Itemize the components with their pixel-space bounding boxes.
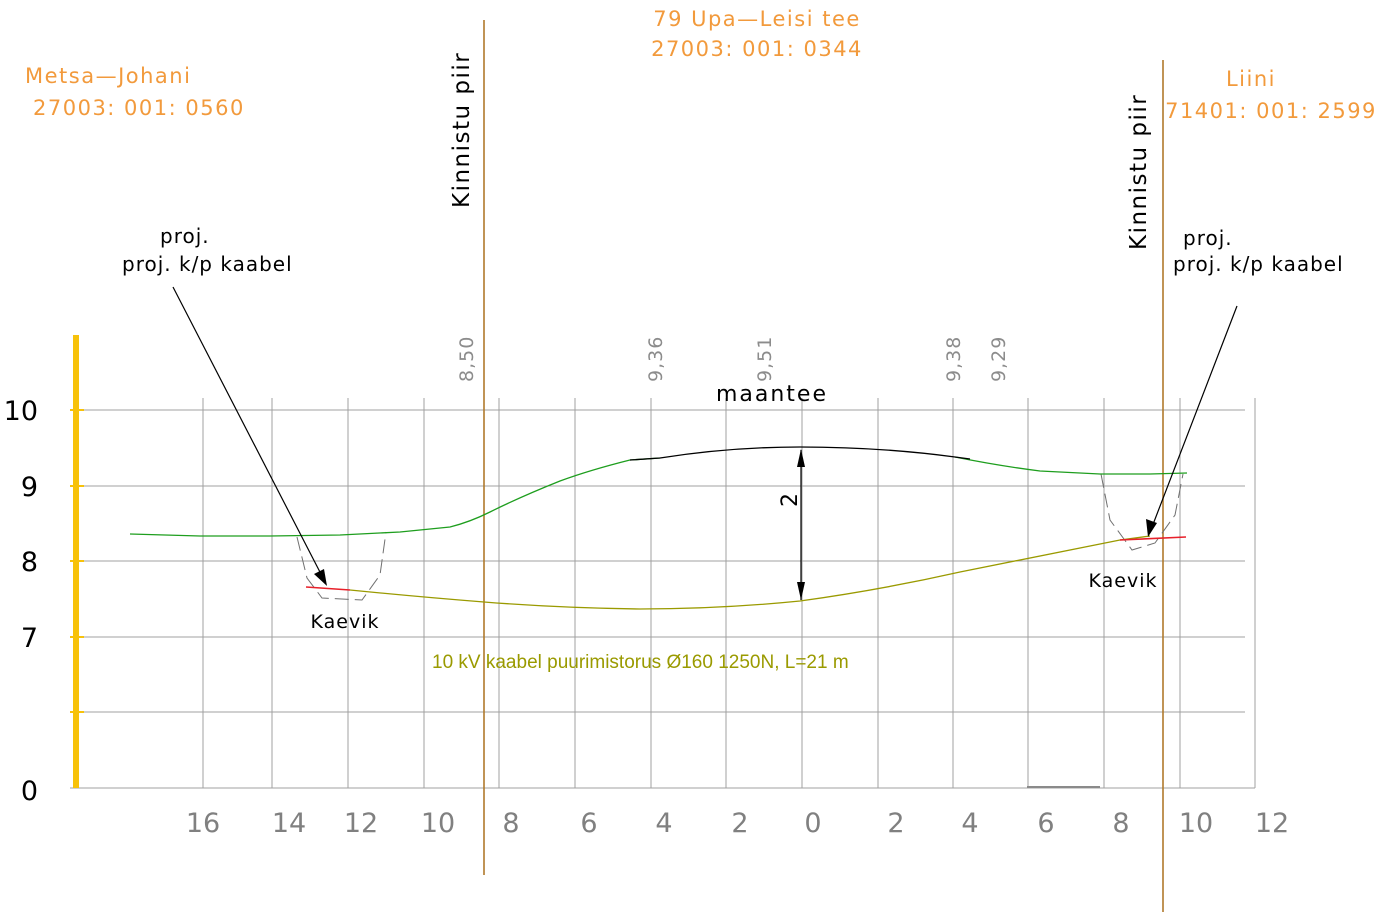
leader-arrow-left	[172, 286, 327, 586]
x-tick-label: 2	[731, 808, 748, 839]
parcel-center-code: 27003: 001: 0344	[651, 37, 863, 61]
parcel-right-name: Liini	[1226, 67, 1276, 91]
ground-profile-line	[129, 457, 661, 537]
elevation-label: 9,36	[645, 336, 667, 382]
elevation-label: 9,38	[943, 336, 965, 382]
road-label: maantee	[716, 382, 828, 407]
x-tick-label: 12	[1255, 808, 1289, 839]
x-tick-label: 16	[186, 808, 220, 839]
y-tick-label: 0	[21, 776, 38, 807]
leader-arrowhead	[314, 569, 327, 586]
x-tick-label: 10	[421, 808, 455, 839]
y-tick-label: 9	[21, 472, 38, 503]
x-tick-label: 14	[272, 808, 306, 839]
y-tick-label: 10	[4, 396, 38, 427]
y-tick-label: 8	[21, 547, 38, 578]
x-tick-label: 8	[1112, 808, 1129, 839]
y-tick-label: 7	[21, 623, 38, 654]
dimension-arrow-top	[797, 449, 805, 467]
cable-label: 10 kV kaabel puurimistorus Ø160 1250N, L…	[432, 652, 849, 673]
grid	[70, 398, 1256, 789]
parcel-left-code: 27003: 001: 0560	[33, 96, 245, 120]
leader-line	[172, 286, 323, 577]
x-tick-label: 6	[1037, 808, 1054, 839]
note-right-line1: proj.	[1183, 226, 1233, 250]
leader-arrow-right	[1146, 305, 1238, 537]
elevation-label: 9,51	[754, 336, 776, 382]
boundary-label-right: Kinnistu piir	[1126, 94, 1152, 250]
note-left-line1: proj.	[160, 224, 210, 248]
note-left-line2: proj. k/p kaabel	[122, 252, 293, 276]
x-tick-label: 2	[887, 808, 904, 839]
depth-dimension: 2	[778, 449, 805, 600]
parcel-center-name: 79 Upa—Leisi tee	[653, 7, 861, 31]
trench-right	[1100, 473, 1184, 551]
trench-left	[296, 531, 387, 601]
dimension-arrow-bottom	[797, 582, 805, 600]
x-tick-label: 10	[1179, 808, 1213, 839]
cable-end-right	[1119, 536, 1187, 541]
cable-line	[349, 535, 1151, 610]
x-tick-label: 4	[961, 808, 978, 839]
dimension-label: 2	[778, 493, 803, 507]
x-tick-label: 0	[804, 808, 821, 839]
cable-end-left	[305, 586, 351, 591]
x-tick-label: 6	[580, 808, 597, 839]
x-tick-label: 8	[502, 808, 519, 839]
note-right-line2: proj. k/p kaabel	[1173, 252, 1344, 276]
vertical-scale-bar	[70, 335, 84, 788]
x-tick-label: 12	[344, 808, 378, 839]
x-tick-label: 4	[655, 808, 672, 839]
parcel-left-name: Metsa—Johani	[25, 64, 191, 88]
leader-arrowhead	[1146, 519, 1157, 537]
ground-profile-line-right	[954, 456, 1188, 475]
road-surface-line	[629, 446, 971, 461]
elevation-label: 9,29	[988, 336, 1010, 382]
elevation-label: 8,50	[456, 336, 478, 382]
leader-line	[1151, 305, 1238, 528]
trench-label-right: Kaevik	[1089, 570, 1158, 592]
boundary-label-left: Kinnistu piir	[449, 52, 475, 208]
parcel-right-code: 71401: 001: 2599	[1165, 99, 1377, 123]
trench-label-left: Kaevik	[311, 611, 380, 633]
